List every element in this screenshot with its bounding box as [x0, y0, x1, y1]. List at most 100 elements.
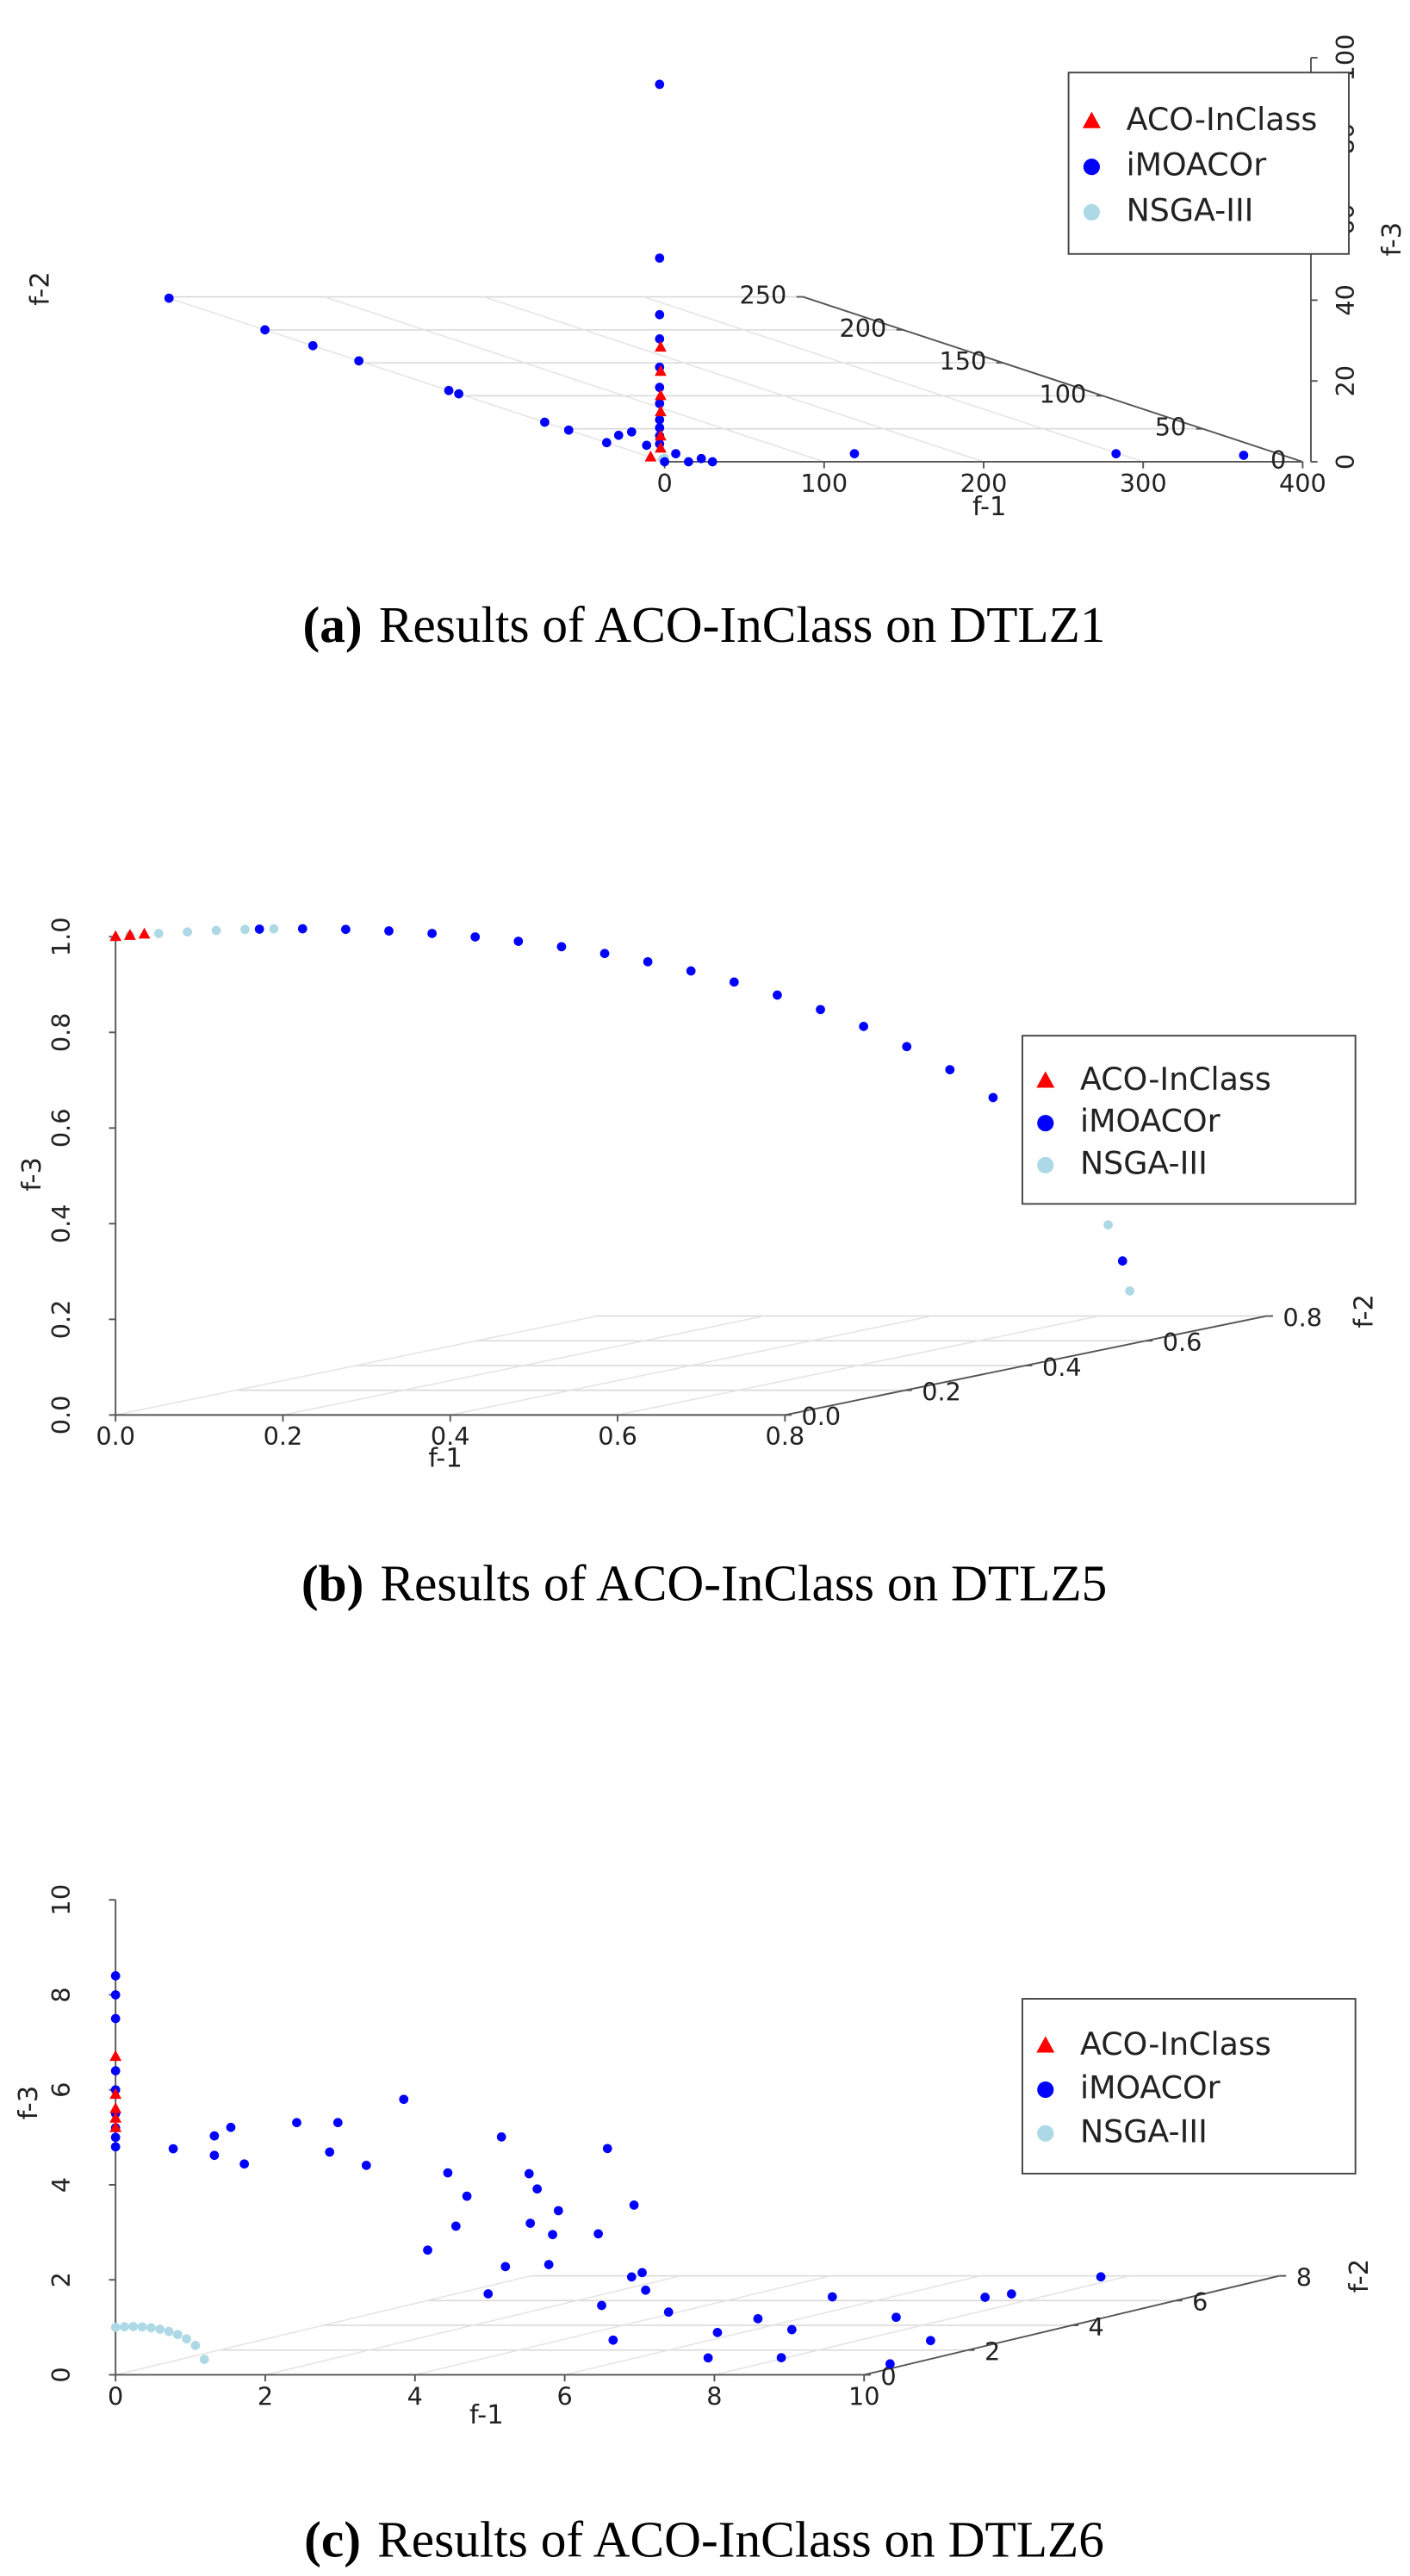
point	[776, 2353, 786, 2362]
point	[450, 2221, 461, 2231]
y-axis	[863, 2274, 1280, 2376]
point	[593, 2229, 603, 2239]
point	[226, 2122, 236, 2132]
point	[655, 405, 667, 417]
legend-label: ACO-InClass	[1127, 101, 1318, 138]
point	[361, 2160, 371, 2170]
caption-label: (b)	[301, 1554, 364, 1611]
y-tick-label: 100	[1039, 379, 1086, 408]
x-tick-label: 4	[407, 2381, 423, 2411]
x-tick-label: 0.6	[598, 1422, 637, 1451]
point	[655, 309, 665, 320]
grid-line	[115, 2274, 531, 2376]
point	[307, 340, 318, 351]
point	[548, 2230, 557, 2240]
point	[655, 253, 665, 263]
grid-line	[643, 296, 1144, 463]
y-axis-label: f-2	[1350, 1294, 1380, 1328]
point	[384, 926, 394, 936]
z-axis-label: f-3	[1377, 222, 1407, 257]
caption: (a) Results of ACO-InClass on DTLZ1	[303, 596, 1106, 653]
point	[109, 2050, 122, 2062]
y-axis-label: f-2	[1345, 2259, 1375, 2293]
point	[524, 2168, 534, 2179]
point	[655, 389, 667, 401]
point	[663, 2307, 674, 2318]
y-tick-label: 200	[839, 314, 886, 343]
point	[712, 2328, 723, 2337]
point	[483, 2289, 494, 2299]
point	[885, 2359, 895, 2369]
point	[341, 924, 351, 935]
point	[729, 977, 739, 987]
point	[644, 450, 657, 462]
x-tick-label: 0	[656, 469, 672, 498]
y-tick-label: 0.8	[1283, 1303, 1322, 1332]
point	[945, 1065, 955, 1074]
point	[773, 990, 782, 1000]
point	[239, 2159, 250, 2169]
point	[172, 2330, 183, 2340]
x-tick-label: 8	[706, 2381, 722, 2411]
x-tick-label: 0.8	[766, 1422, 805, 1451]
x-tick-label: 0.4	[431, 1422, 470, 1451]
point	[292, 2118, 301, 2128]
z-tick-label: 40	[1331, 284, 1360, 316]
z-tick-label: 1.0	[47, 917, 76, 956]
point	[155, 2324, 165, 2334]
x-tick-label: 200	[960, 469, 1008, 498]
point	[110, 2066, 121, 2075]
point	[496, 2132, 506, 2142]
point	[110, 2132, 121, 2143]
legend-label: iMOACOr	[1080, 1103, 1221, 1140]
point	[655, 441, 667, 453]
y-tick-label: 6	[1192, 2287, 1208, 2317]
point	[500, 2262, 511, 2272]
point	[1117, 1256, 1127, 1266]
y-tick-label: 250	[739, 281, 786, 310]
legend-label: NSGA-III	[1080, 1144, 1208, 1181]
legend-marker	[1037, 2125, 1054, 2142]
legend-marker	[1037, 2081, 1054, 2099]
z-tick-label: 0.0	[47, 1396, 76, 1435]
z-tick-label: 4	[47, 2177, 76, 2193]
point	[556, 942, 567, 952]
legend-label: NSGA-III	[1127, 191, 1254, 228]
y-axis	[803, 296, 1303, 463]
point	[110, 2013, 121, 2024]
point	[1096, 2272, 1106, 2282]
legend-box	[1022, 1998, 1357, 2175]
x-tick-label: 0	[108, 2381, 123, 2411]
point	[980, 2293, 991, 2302]
y-tick-label: 0.6	[1163, 1328, 1202, 1357]
y-tick-label: 0.2	[922, 1378, 961, 1407]
x-tick-label: 6	[556, 2381, 572, 2411]
y-axis-label: f-2	[26, 271, 56, 306]
point	[183, 927, 193, 937]
grid-line	[414, 2274, 831, 2376]
y-tick-label: 0.4	[1042, 1353, 1082, 1382]
point	[260, 325, 270, 335]
point	[655, 399, 665, 408]
point	[209, 2131, 220, 2141]
legend-label: NSGA-III	[1080, 2112, 1208, 2150]
caption-text: Results of ACO-InClass on DTLZ5	[380, 1554, 1107, 1611]
point	[123, 929, 136, 940]
point	[332, 2118, 343, 2128]
z-tick-label: 0.2	[47, 1300, 76, 1340]
point	[655, 423, 665, 432]
point	[190, 2341, 201, 2350]
point	[182, 2334, 191, 2344]
point	[786, 2324, 797, 2335]
grid-line	[165, 296, 665, 463]
point	[423, 2245, 432, 2256]
point	[544, 2260, 554, 2269]
point	[626, 2272, 637, 2282]
point	[563, 425, 574, 435]
grid-line	[283, 1315, 765, 1416]
z-tick-label: 0	[47, 2367, 76, 2382]
point	[753, 2313, 763, 2324]
y-tick-label: 4	[1089, 2312, 1104, 2342]
y-tick-label: 150	[939, 346, 986, 376]
point	[696, 453, 706, 464]
